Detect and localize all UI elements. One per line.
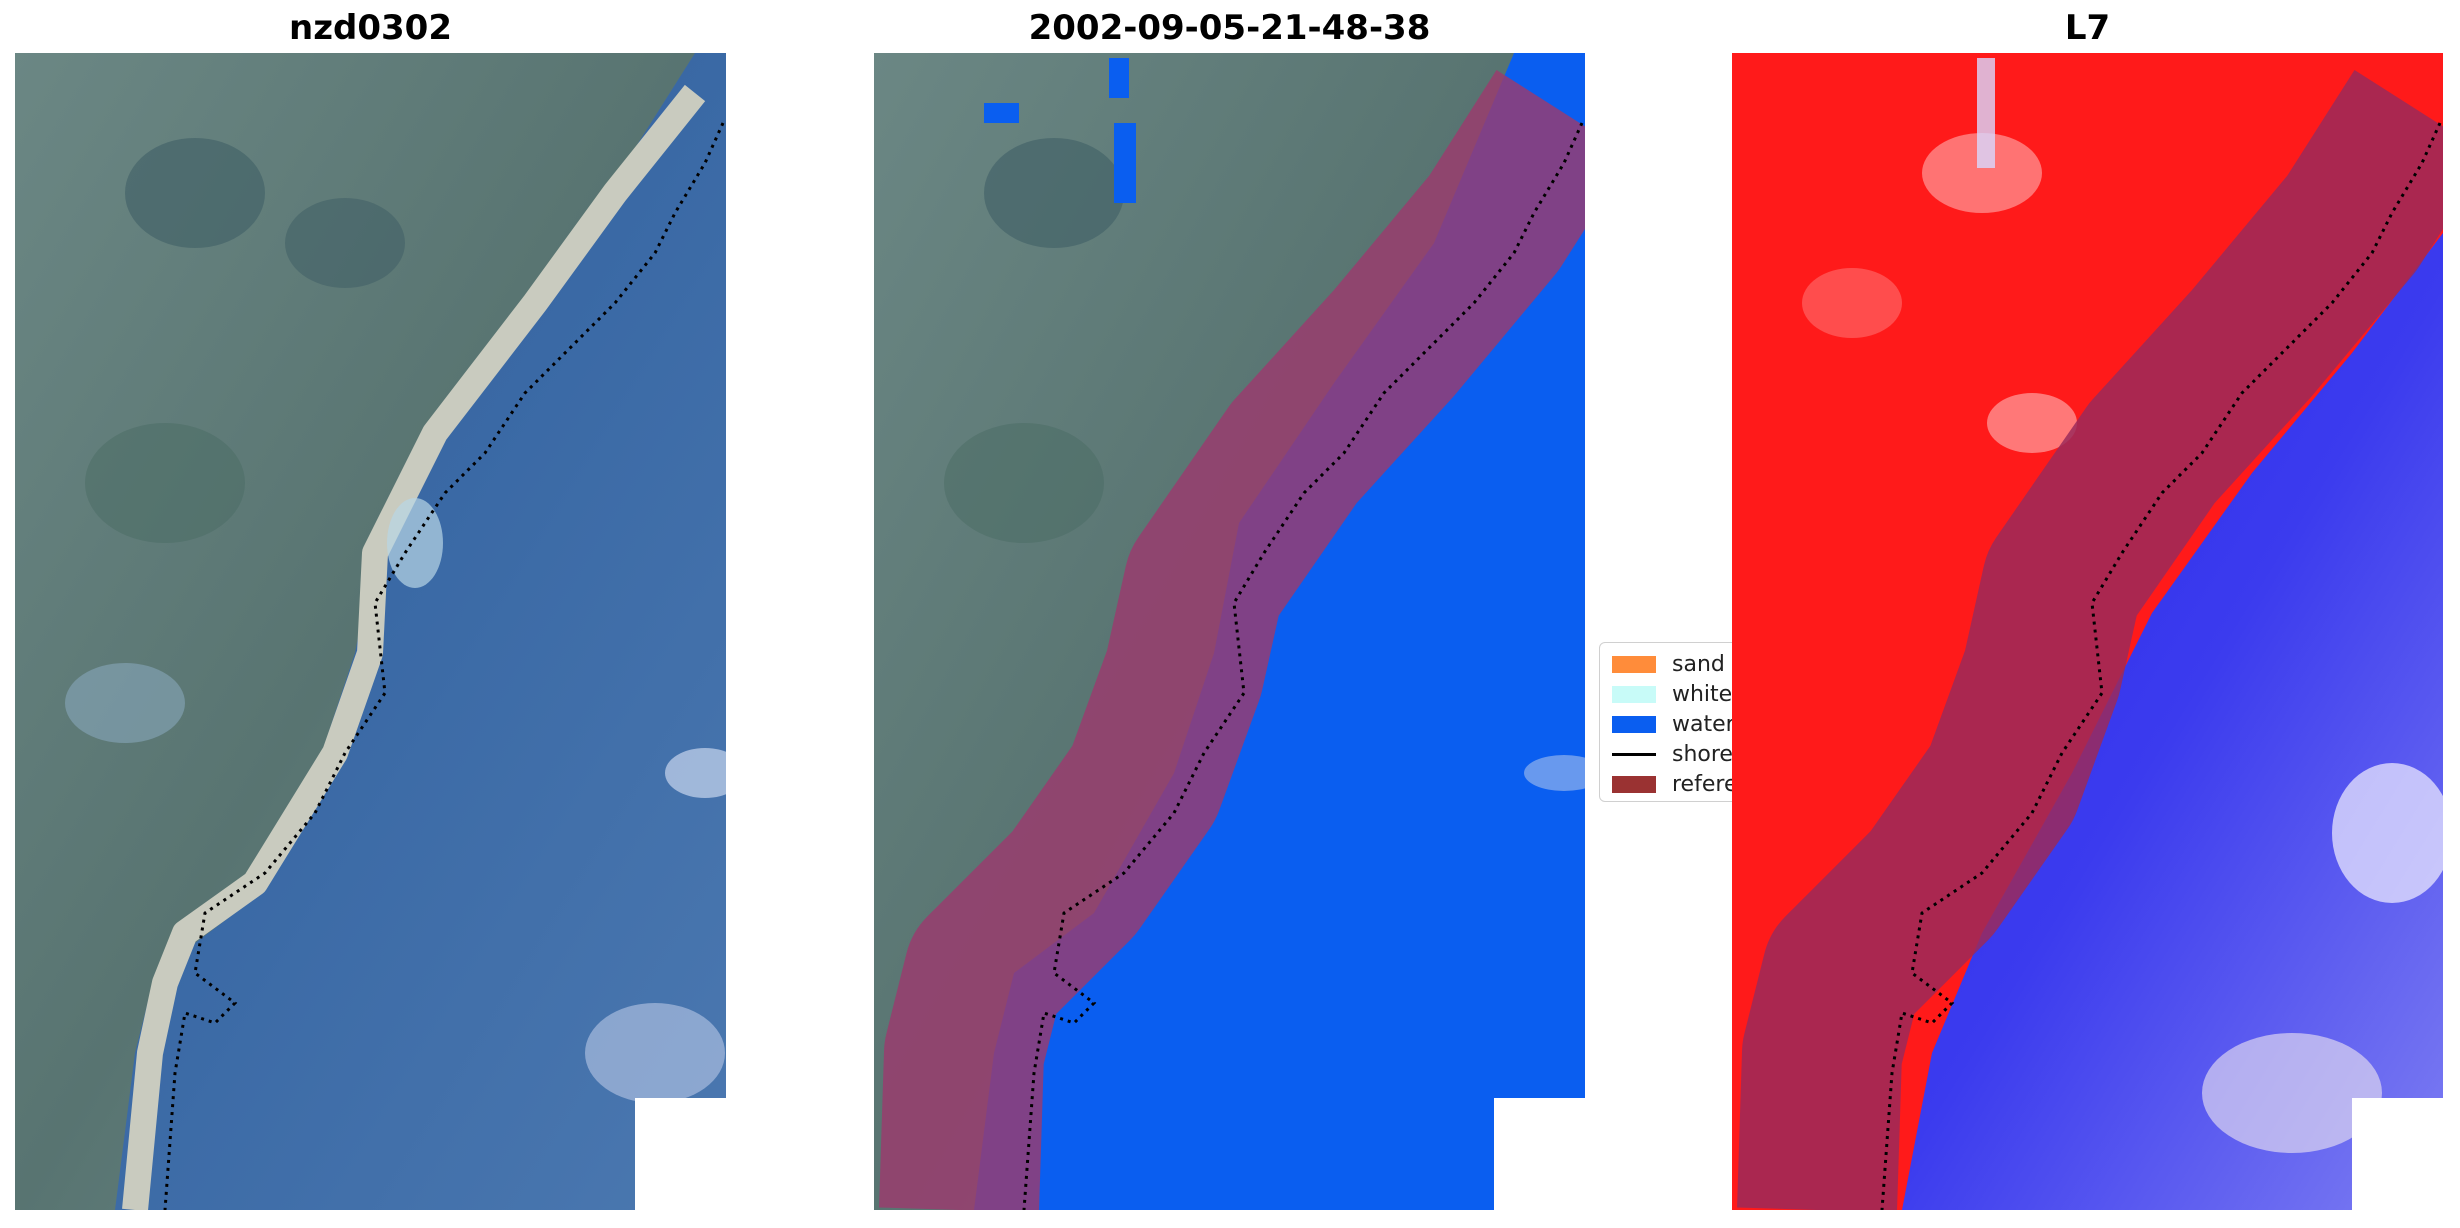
detected-shoreline (1022, 122, 1584, 1210)
beach-strip (122, 84, 706, 1210)
legend-swatch-reference-buffer (1612, 775, 1656, 793)
legend-swatch-water (1612, 715, 1656, 733)
panel-title-index: L7 (2064, 8, 2111, 48)
vegetation-patch (285, 198, 405, 288)
legend-swatch-shoreline (1612, 752, 1656, 756)
cloud-patch (665, 748, 726, 798)
legend-swatch-whitewater (1612, 685, 1656, 703)
nodata-area (2352, 1098, 2443, 1210)
legend-item-sand: sand (1612, 649, 1808, 679)
panel-title-rgb: nzd0302 (289, 8, 452, 48)
index-highlight (1922, 133, 2042, 213)
cloud-patch (585, 1003, 725, 1103)
legend-label: sand (1672, 651, 1725, 677)
index-highlight (1987, 393, 2077, 453)
index-water-highlight (2332, 763, 2443, 903)
nodata-area (1494, 1098, 1585, 1210)
vegetation-patch (944, 423, 1104, 543)
index-water-highlight (2202, 1033, 2382, 1153)
reference-shoreline-buffer (879, 70, 1585, 1210)
index-highlight (1802, 268, 1902, 338)
vegetation-patch (125, 138, 265, 248)
detected-shoreline (1880, 122, 2442, 1210)
reference-shoreline-buffer (1737, 70, 2443, 1210)
water-pixel-patch (1109, 58, 1129, 98)
index-image-panel (1732, 53, 2443, 1210)
nodata-area (635, 1098, 726, 1210)
water-pixel-patch (1114, 123, 1136, 203)
panel-title-classified: 2002-09-05-21-48-38 (1028, 8, 1431, 48)
legend-label: water (1672, 711, 1735, 737)
detected-shoreline (163, 122, 725, 1210)
water-pixel-patch (984, 103, 1019, 123)
vegetation-patch (984, 138, 1124, 248)
legend-swatch-sand (1612, 655, 1656, 673)
classified-image-panel (874, 53, 1585, 1210)
whitewater-patch (387, 498, 443, 588)
vegetation-patch (65, 663, 185, 743)
vegetation-patch (85, 423, 245, 543)
rgb-image-panel (15, 53, 726, 1210)
cloud-patch (1524, 755, 1585, 791)
index-highlight (1977, 58, 1995, 168)
legend-item-water: water (1612, 709, 1808, 739)
